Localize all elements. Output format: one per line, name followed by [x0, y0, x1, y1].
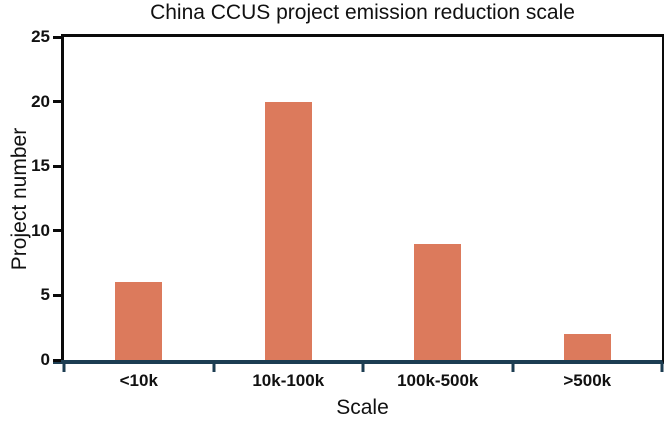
x-category-label: <10k [119, 371, 158, 390]
x-category-label: 10k-100k [252, 371, 325, 390]
x-tick [212, 364, 215, 372]
bar-<10k [115, 282, 163, 360]
x-tick [660, 364, 664, 372]
y-tick [53, 358, 61, 362]
bar->500k [563, 334, 611, 360]
y-tick [53, 293, 61, 297]
bar-100k-500k [414, 243, 462, 360]
x-category-label: 100k-500k [397, 371, 479, 390]
baseline-extension [53, 360, 64, 364]
plot-inner: 0 5 10 15 20 25 <10k 10k-100k 100k-500k >500k [31, 27, 664, 390]
x-tick [511, 364, 514, 372]
y-tick [53, 229, 61, 233]
x-tick [62, 364, 66, 372]
bar-10k-100k [264, 101, 312, 360]
x-axis-title: Scale [336, 396, 389, 419]
y-tick-label: 10 [31, 220, 50, 240]
y-tick [53, 35, 61, 39]
x-category-label: >500k [563, 371, 612, 390]
y-axis-title: Project number [8, 127, 31, 271]
y-tick [53, 164, 61, 168]
y-tick-label: 25 [31, 27, 50, 46]
y-tick-label: 0 [40, 350, 50, 369]
y-tick-label: 20 [31, 91, 50, 111]
y-tick-label: 5 [40, 285, 50, 305]
plot-area: 0 5 10 15 20 25 <10k 10k-100k 100k-500k >500k [31, 27, 664, 390]
chart-title: China CCUS project emission reduction sc… [150, 1, 575, 24]
x-tick [361, 364, 365, 372]
y-tick [53, 100, 61, 104]
y-tick-label: 15 [31, 156, 50, 176]
